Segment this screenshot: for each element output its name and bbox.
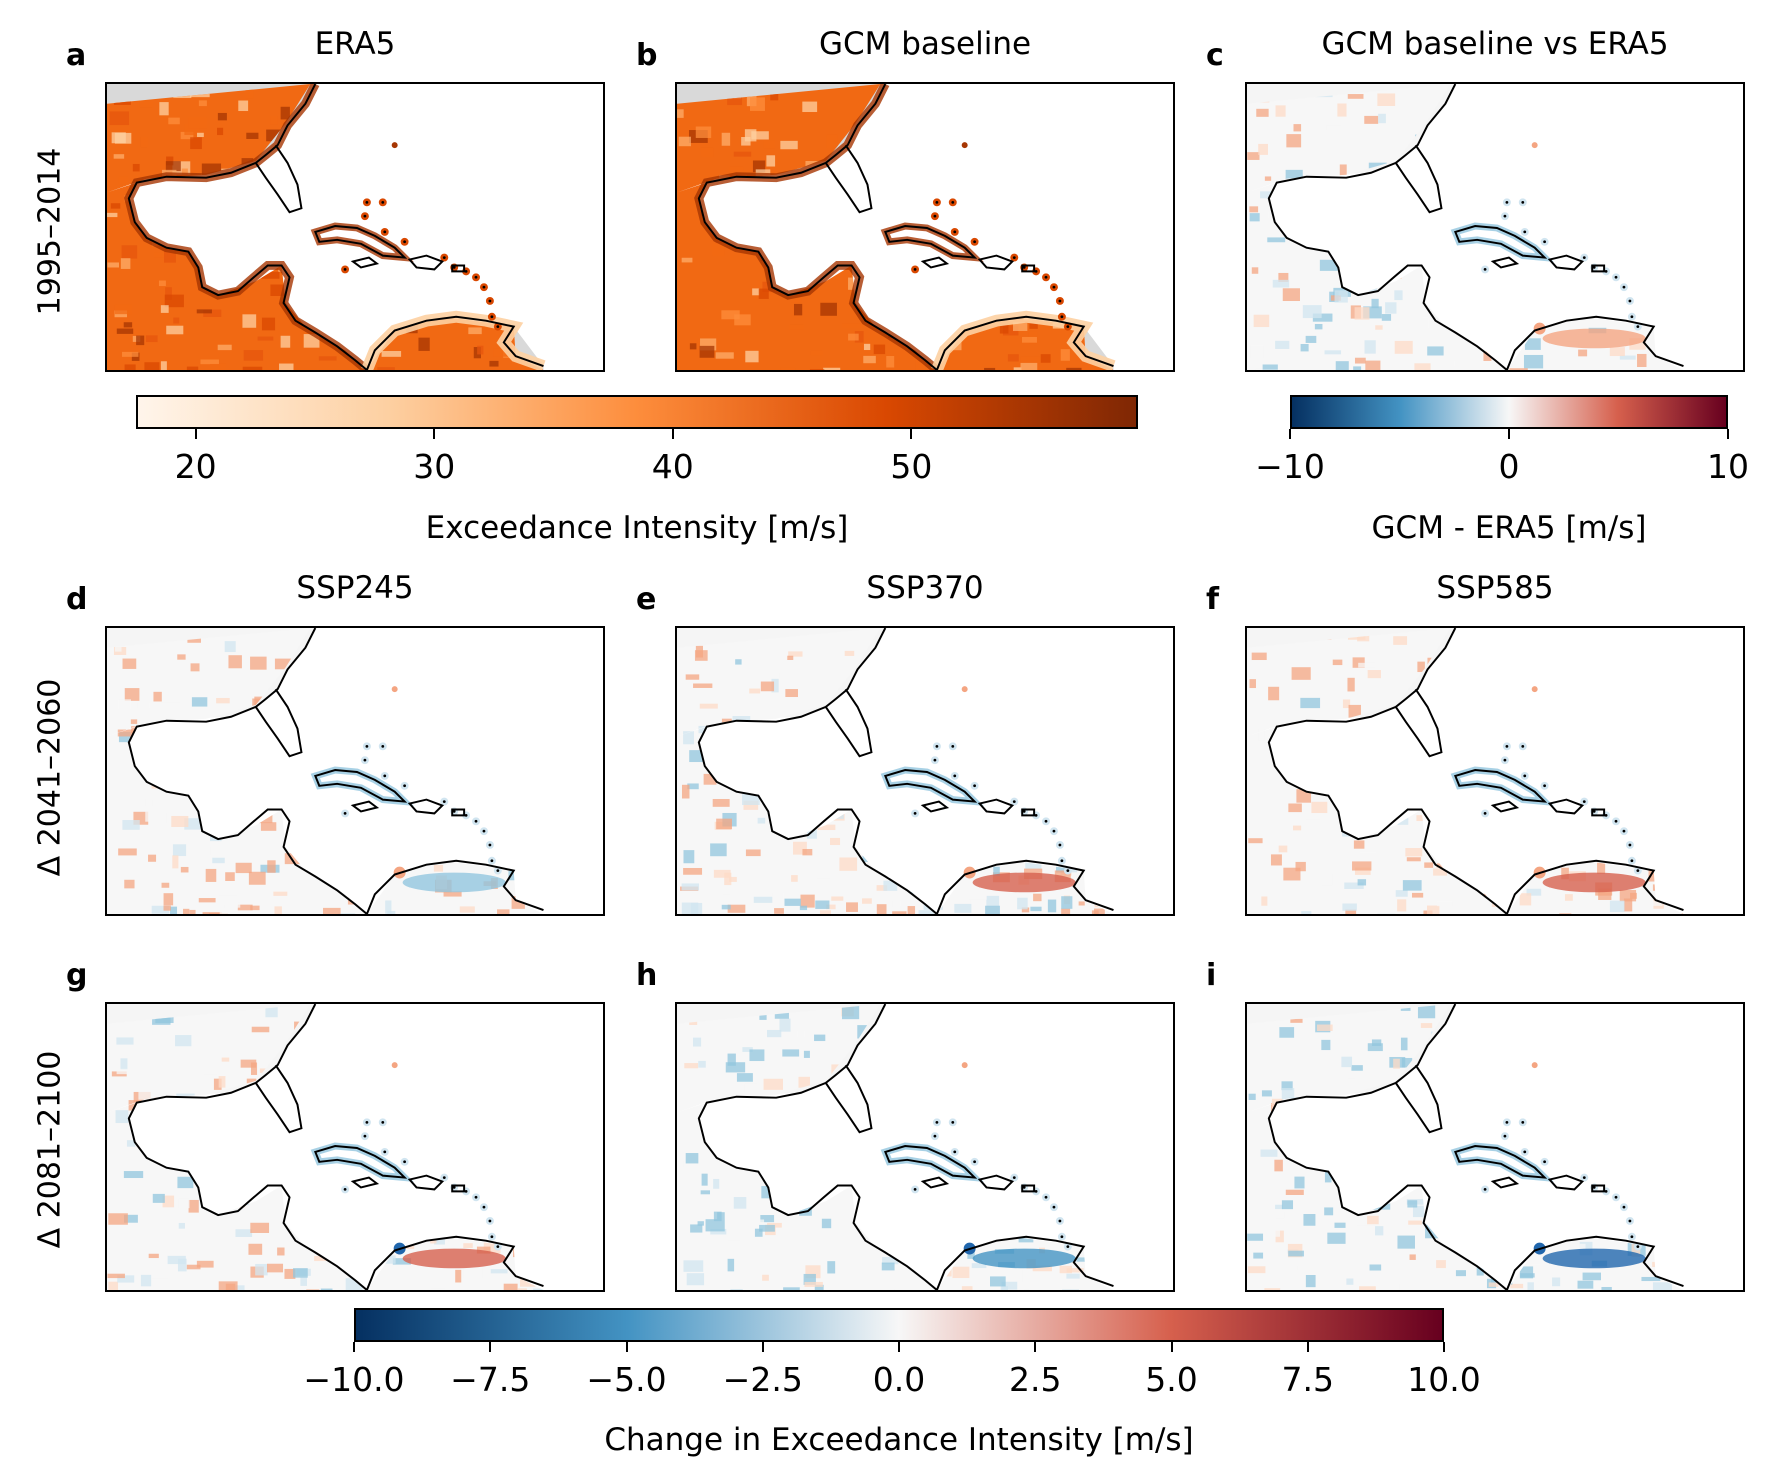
map-panel-d [105, 626, 605, 916]
colorbar-change-tickmark [489, 1342, 492, 1352]
panel-letter-e: e [636, 582, 657, 617]
colorbar-change-label: Change in Exceedance Intensity [m/s] [604, 1422, 1194, 1458]
colorbar-change-tick-label: 2.5 [1009, 1360, 1062, 1399]
map-i-svg [1247, 1004, 1684, 1290]
panel-letter-b: b [636, 38, 658, 73]
map-panel-a [105, 82, 605, 372]
colorbar-bias-tickmark [1727, 429, 1729, 439]
colorbar-change-tickmark [1034, 1342, 1037, 1352]
panel-letter-c: c [1206, 38, 1224, 73]
colorbar-intensity-tick-label: 50 [890, 447, 933, 486]
colorbar-bias-label: GCM - ERA5 [m/s] [1371, 510, 1647, 546]
colorbar-change [354, 1308, 1444, 1342]
panel-title-e: SSP370 [866, 570, 984, 606]
colorbar-change-tick-label: −10.0 [303, 1360, 405, 1399]
colorbar-change-tick-label: 7.5 [1281, 1360, 1334, 1399]
colorbar-intensity-label: Exceedance Intensity [m/s] [425, 510, 849, 546]
colorbar-change-tick-label: −2.5 [722, 1360, 803, 1399]
colorbar-intensity [136, 395, 1138, 429]
colorbar-change-tick-label: 0.0 [872, 1360, 926, 1399]
map-panel-g [105, 1002, 605, 1292]
colorbar-change-tickmark [898, 1342, 900, 1352]
colorbar-bias-tickmark [1289, 429, 1291, 439]
colorbar-bias-tick-label: 0 [1498, 447, 1520, 486]
row-label-midcentury: Δ 2041–2060 [32, 678, 68, 877]
colorbar-change-tickmark [625, 1342, 628, 1352]
colorbar-change-tickmark [1170, 1342, 1173, 1352]
colorbar-change-tick-label: −7.5 [450, 1360, 531, 1399]
colorbar-change-tick-label: 5.0 [1145, 1360, 1198, 1399]
map-panel-f [1245, 626, 1745, 916]
colorbar-bias-tickmark [1508, 429, 1510, 439]
colorbar-intensity-tickmark [433, 429, 436, 439]
map-c-svg [1247, 84, 1684, 370]
panel-title-b: GCM baseline [818, 26, 1032, 62]
colorbar-change-tick-label: −5.0 [586, 1360, 667, 1399]
row-label-baseline: 1995–2014 [32, 147, 68, 316]
colorbar-bias-tick-label: −10 [1255, 447, 1325, 486]
row-label-endcentury: Δ 2081–2100 [32, 1050, 68, 1249]
map-panel-b [675, 82, 1175, 372]
panel-title-a: ERA5 [314, 26, 396, 62]
map-panel-c [1245, 82, 1745, 372]
panel-title-f: SSP585 [1436, 570, 1554, 606]
map-a-svg [107, 84, 546, 370]
map-panel-e [675, 626, 1175, 916]
panel-title-c: GCM baseline vs ERA5 [1321, 26, 1669, 62]
colorbar-bias-tick-label: 10 [1707, 447, 1749, 486]
colorbar-intensity-tick-label: 30 [413, 447, 456, 486]
colorbar-change-tickmark [353, 1342, 355, 1352]
panel-title-d: SSP245 [296, 570, 414, 606]
panel-letter-h: h [636, 958, 658, 993]
colorbar-intensity-tick-label: 20 [174, 447, 217, 486]
map-h-svg [677, 1004, 1114, 1290]
colorbar-change-tickmark [761, 1342, 764, 1352]
colorbar-intensity-tickmark [910, 429, 913, 439]
panel-letter-g: g [66, 958, 88, 993]
colorbar-change-tickmark [1306, 1342, 1309, 1352]
colorbar-intensity-tick-label: 40 [651, 447, 694, 486]
panel-letter-f: f [1206, 582, 1220, 617]
map-f-svg [1247, 628, 1684, 914]
map-panel-i [1245, 1002, 1745, 1292]
panel-letter-a: a [66, 38, 87, 73]
map-g-svg [107, 1004, 544, 1290]
panel-letter-i: i [1206, 958, 1217, 993]
colorbar-intensity-tickmark [671, 429, 674, 439]
colorbar-change-tick-label: 10.0 [1407, 1360, 1481, 1399]
colorbar-change-tickmark [1443, 1342, 1445, 1352]
colorbar-bias [1290, 395, 1728, 429]
map-b-svg [677, 84, 1116, 370]
panel-letter-d: d [66, 582, 88, 617]
map-panel-h [675, 1002, 1175, 1292]
colorbar-intensity-tickmark [194, 429, 197, 439]
map-d-svg [107, 628, 544, 914]
map-e-svg [677, 628, 1114, 914]
